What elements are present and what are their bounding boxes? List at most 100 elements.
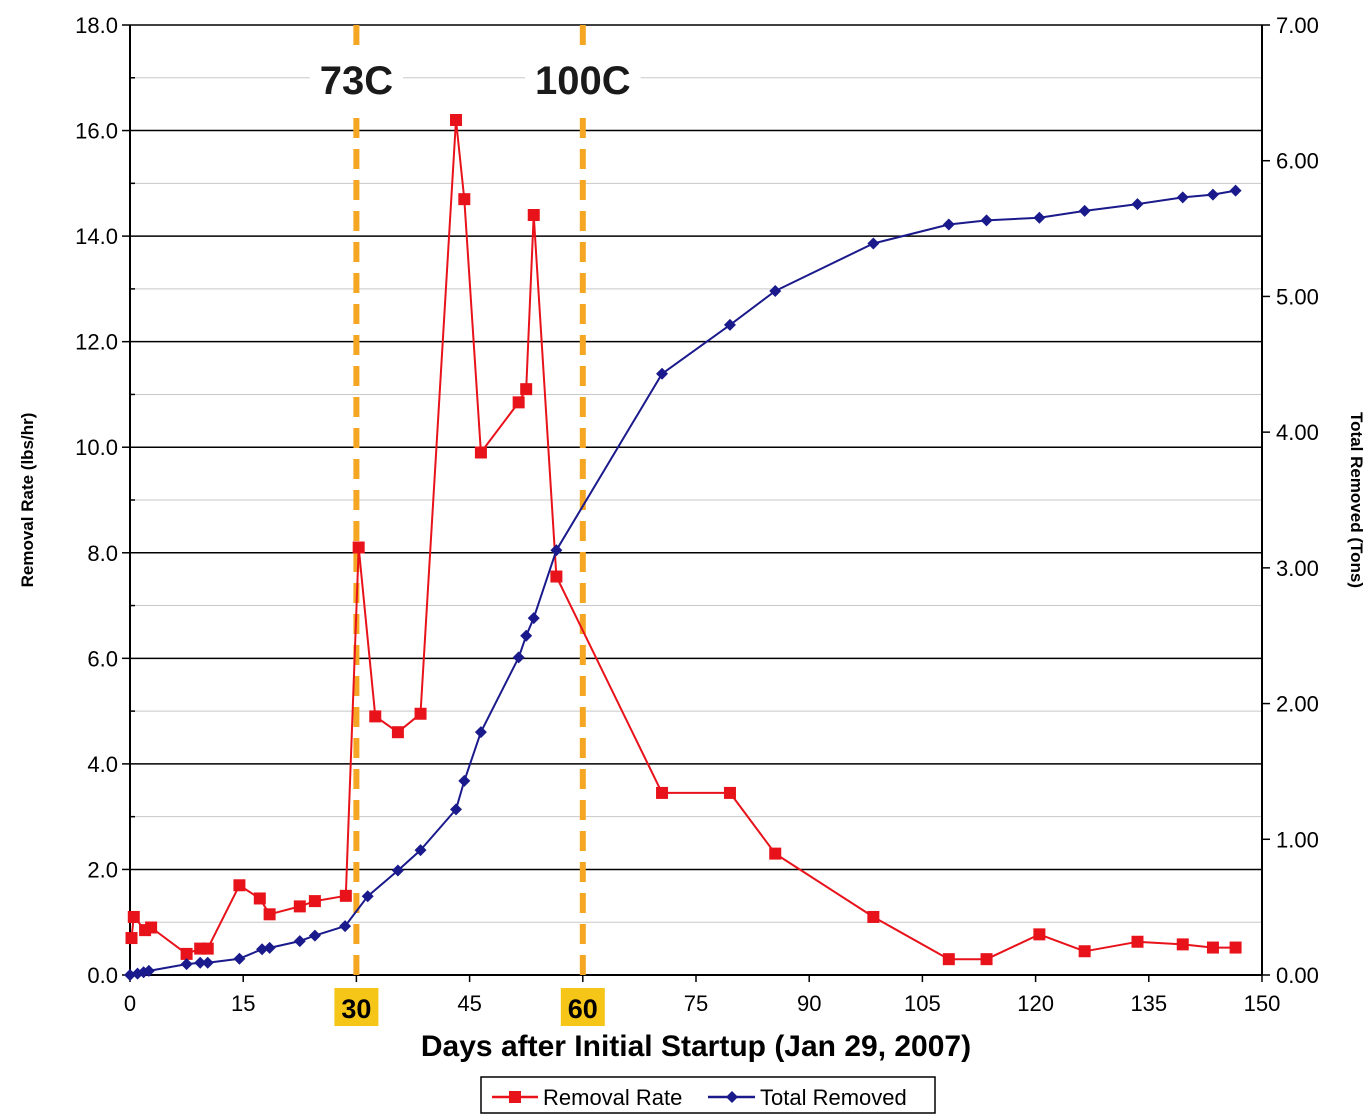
right-tick-label: 1.00 <box>1276 827 1319 852</box>
data-point-square <box>527 209 540 221</box>
data-point-square <box>1229 941 1242 954</box>
x-tick-highlight <box>560 988 605 1026</box>
left-tick-label: 16.0 <box>75 119 118 144</box>
data-point-diamond <box>339 920 352 933</box>
left-tick-label: 4.0 <box>87 752 118 777</box>
data-point-square <box>1131 935 1144 948</box>
data-point-square <box>293 900 306 913</box>
data-point-square <box>512 396 525 409</box>
x-tick-label: 90 <box>797 991 821 1016</box>
y2-axis-title: Total Removed (Tons) <box>1347 412 1366 588</box>
data-point-square <box>1176 938 1189 951</box>
x-tick-label: 105 <box>904 991 941 1016</box>
x-tick-label-highlighted: 30 <box>341 994 371 1024</box>
x-axis-title: Days after Initial Startup (Jan 29, 2007… <box>421 1030 971 1063</box>
left-tick-label: 18.0 <box>75 13 118 38</box>
legend: Removal Rate Total Removed <box>480 1076 936 1114</box>
data-point-diamond <box>942 218 955 231</box>
data-point-square <box>414 707 427 720</box>
data-point-diamond <box>1033 211 1046 224</box>
data-point-square <box>769 847 782 860</box>
data-point-diamond <box>180 958 193 971</box>
temperature-annotation: 100C <box>535 59 631 103</box>
x-tick-label-highlighted: 60 <box>568 994 598 1024</box>
left-axis-ticks: 0.0 2.0 4.0 6.0 8.0 10.0 12.0 14.0 16.0 18.0 <box>75 13 135 988</box>
data-point-square <box>127 910 140 923</box>
data-point-square <box>458 193 471 206</box>
data-point-square <box>125 932 138 945</box>
x-tick-label: 150 <box>1244 991 1281 1016</box>
data-point-square <box>867 910 880 923</box>
x-tick-label: 45 <box>457 991 481 1016</box>
data-point-square <box>474 446 487 459</box>
data-point-diamond <box>723 318 736 331</box>
series-layer <box>124 114 1242 981</box>
data-point-diamond <box>550 544 563 557</box>
legend-marker-total-removed <box>726 1091 738 1103</box>
guide-lines <box>353 25 586 975</box>
right-tick-label: 6.00 <box>1276 149 1319 174</box>
x-tick-highlight <box>334 988 379 1026</box>
data-point-square <box>1033 928 1046 941</box>
data-point-square <box>339 889 352 902</box>
data-point-diamond <box>458 774 471 787</box>
annotations: 73C 100C <box>309 55 641 107</box>
series-removal-rate <box>125 114 1242 966</box>
right-tick-label: 3.00 <box>1276 556 1319 581</box>
data-point-diamond <box>867 237 880 250</box>
left-tick-label: 14.0 <box>75 224 118 249</box>
data-point-square <box>352 541 365 554</box>
x-tick-label: 75 <box>684 991 708 1016</box>
data-point-diamond <box>450 803 463 816</box>
data-point-diamond <box>233 952 246 965</box>
x-axis-ticks: 0 15 30 45 60 75 90 105 120 135 150 <box>124 975 1280 1026</box>
data-point-square <box>520 383 533 396</box>
right-tick-label: 4.00 <box>1276 420 1319 445</box>
legend-marker-removal-rate <box>509 1091 521 1103</box>
left-tick-label: 6.0 <box>87 646 118 671</box>
data-point-diamond <box>194 956 207 969</box>
data-point-diamond <box>142 964 155 977</box>
data-point-diamond <box>1078 204 1091 217</box>
data-point-diamond <box>391 864 404 877</box>
x-tick-label: 120 <box>1017 991 1054 1016</box>
left-tick-label: 0.0 <box>87 963 118 988</box>
data-point-square <box>1078 945 1091 958</box>
left-tick-label: 12.0 <box>75 330 118 355</box>
data-point-diamond <box>263 941 276 954</box>
data-point-diamond <box>1229 184 1242 197</box>
data-point-diamond <box>308 929 321 942</box>
annotation-background <box>309 55 404 107</box>
x-tick-label: 135 <box>1130 991 1167 1016</box>
data-point-square <box>391 726 404 739</box>
x-tick-label: 0 <box>124 991 136 1016</box>
data-point-diamond <box>293 935 306 948</box>
data-point-square <box>263 908 276 921</box>
x-tick-label: 15 <box>231 991 255 1016</box>
data-point-square <box>723 786 736 799</box>
data-point-square <box>369 710 382 723</box>
data-point-diamond <box>656 367 669 380</box>
data-point-square <box>1206 941 1219 954</box>
data-point-diamond <box>527 612 540 625</box>
y-axis-title: Removal Rate (lbs/hr) <box>18 413 37 588</box>
data-point-diamond <box>1206 188 1219 201</box>
left-tick-label: 8.0 <box>87 541 118 566</box>
annotation-background <box>524 55 641 107</box>
data-point-diamond <box>980 214 993 227</box>
legend-label-total-removed: Total Removed <box>760 1085 907 1110</box>
data-point-diamond <box>1176 191 1189 204</box>
data-point-diamond <box>124 969 136 981</box>
data-point-square <box>308 895 321 908</box>
data-point-square <box>201 942 214 955</box>
data-point-diamond <box>474 726 487 739</box>
right-tick-label: 0.00 <box>1276 963 1319 988</box>
left-tick-label: 10.0 <box>75 435 118 460</box>
data-point-square <box>233 879 246 892</box>
data-point-diamond <box>520 629 533 642</box>
data-point-square <box>253 892 266 905</box>
data-point-square <box>550 570 563 583</box>
data-point-square <box>180 947 193 960</box>
series-total-removed <box>124 184 1242 981</box>
